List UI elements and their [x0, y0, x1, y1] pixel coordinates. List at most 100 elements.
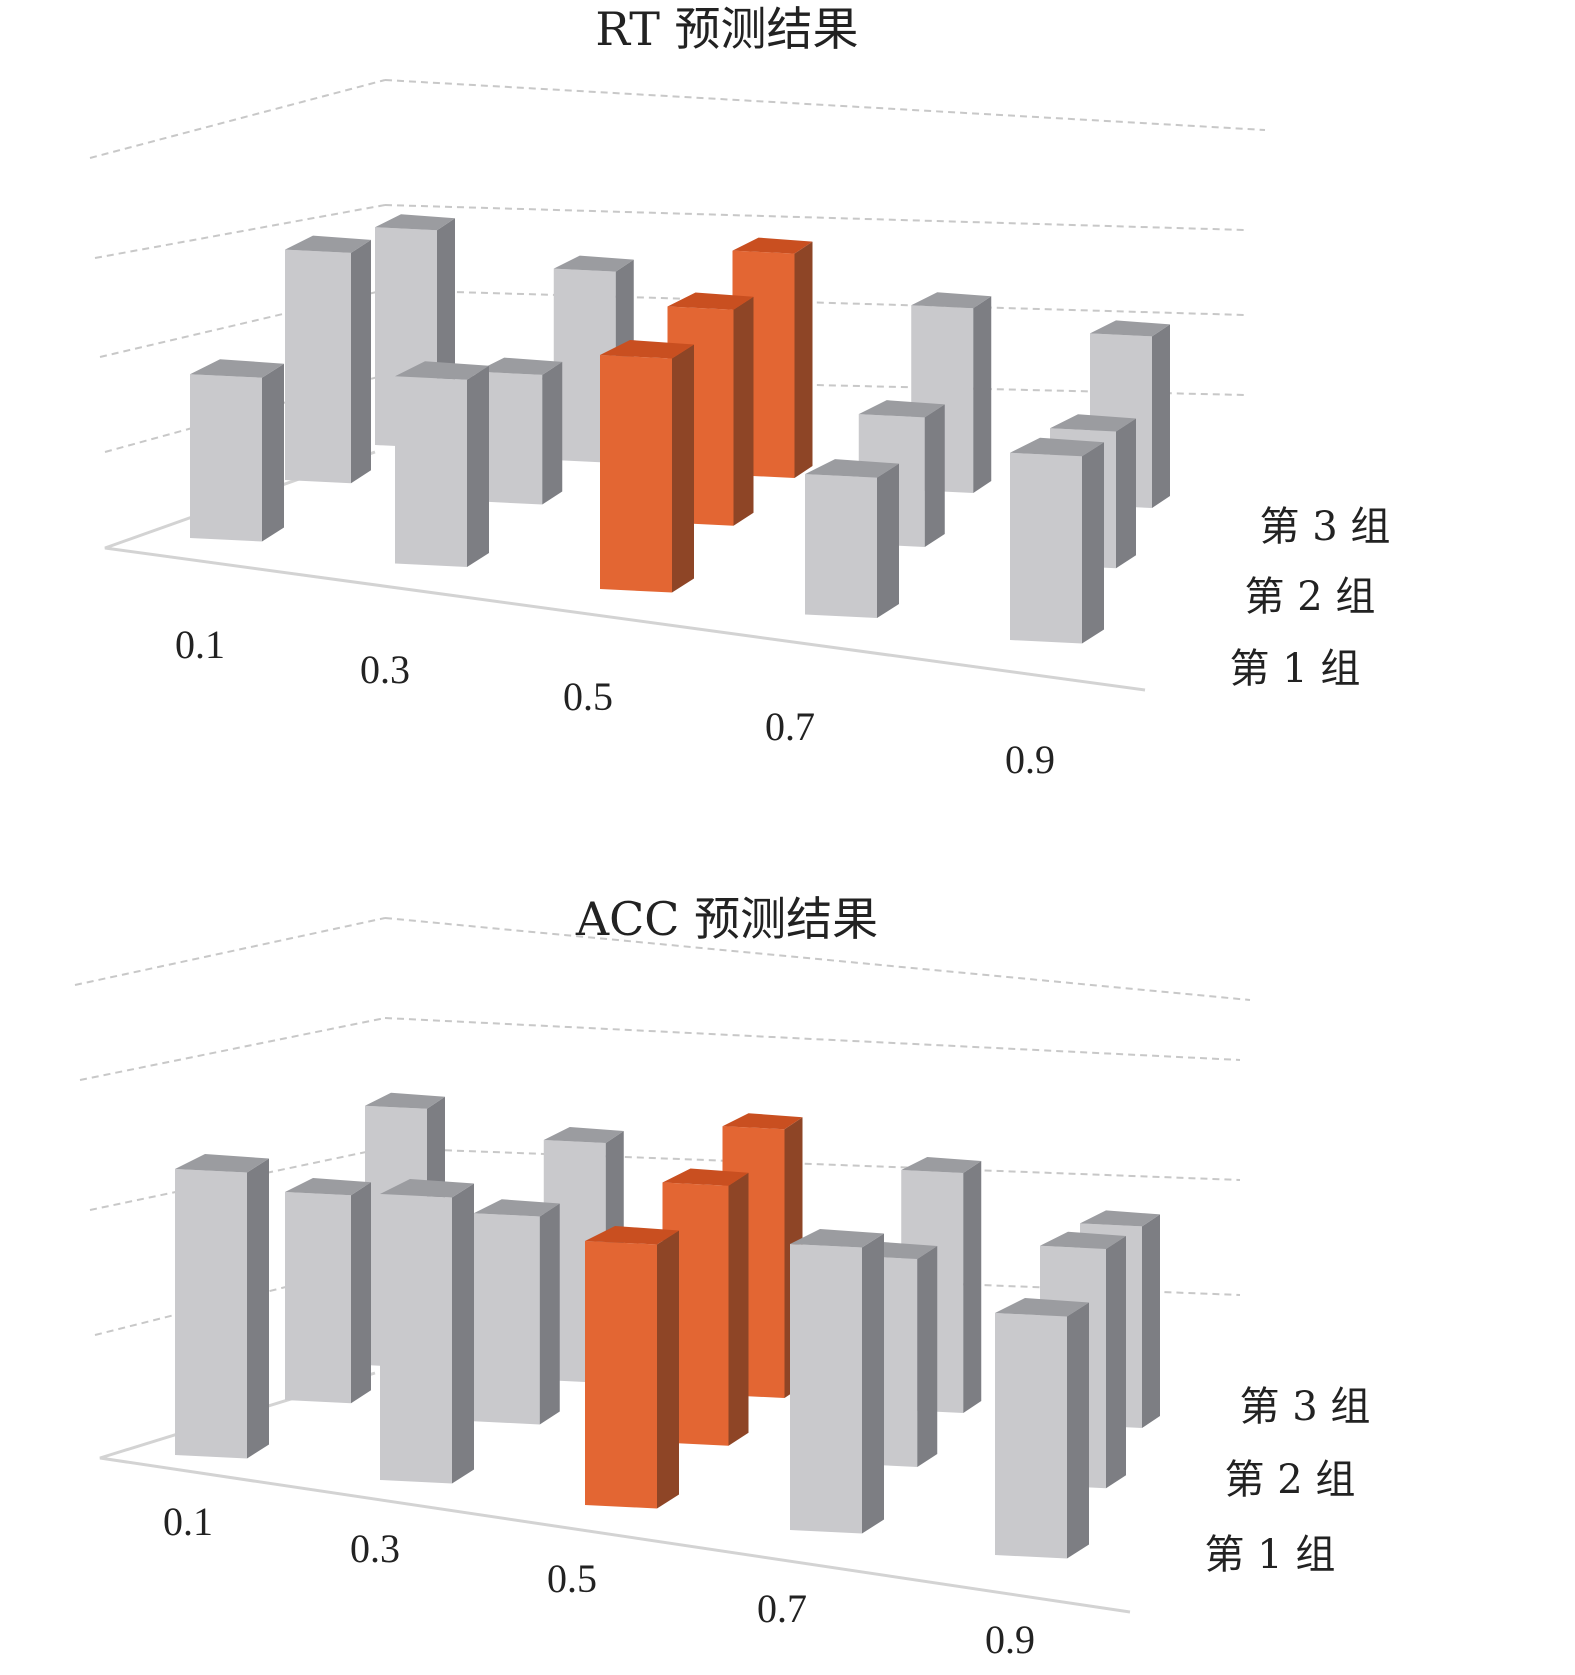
- floor-edge: [104, 450, 1146, 692]
- bar-top: [667, 292, 754, 310]
- bar-top: [190, 359, 284, 378]
- bar-top: [722, 1113, 803, 1130]
- bar-side: [973, 296, 992, 493]
- chart-1: RT 预测结果 0.1 0.3 0.5 0.7 0.9 第 1 组 第 2 组 第 3 组: [89, 2, 1391, 782]
- bar-front: [380, 1194, 452, 1484]
- bar-1-0.7: [805, 459, 899, 618]
- gridline-back: [384, 79, 1266, 131]
- bar-front: [476, 371, 543, 505]
- bar-top: [911, 292, 992, 309]
- x-tick-label: 0.3: [360, 647, 410, 692]
- bar-side: [1082, 442, 1104, 644]
- gridline-back: [384, 917, 1251, 1001]
- bar-top: [805, 459, 899, 478]
- bar-top: [790, 1229, 884, 1248]
- bar-top: [285, 1178, 371, 1196]
- bar-front: [473, 1213, 540, 1425]
- bar-side: [351, 1182, 371, 1404]
- x-tick-label: 0.7: [757, 1586, 807, 1631]
- gridline-left: [74, 917, 386, 986]
- x-tick-label: 0.3: [350, 1526, 400, 1571]
- bar-1-0.9: [1010, 437, 1104, 644]
- series-label: 第 2 组: [1245, 574, 1376, 620]
- bar-side: [733, 296, 754, 526]
- bar-front: [585, 1241, 657, 1509]
- bar-side: [917, 1246, 938, 1467]
- x-tick-label: 0.5: [547, 1556, 597, 1601]
- bar-side: [862, 1233, 884, 1534]
- bar-side: [351, 239, 371, 484]
- chart-title: ACC 预测结果: [575, 892, 878, 946]
- gridline-back: [384, 1017, 1241, 1061]
- x-tick-label: 0.9: [1005, 737, 1055, 782]
- bar-top: [1090, 320, 1170, 337]
- bar-top: [175, 1154, 269, 1173]
- bar-top: [473, 1199, 560, 1217]
- bar-1-0.5: [585, 1226, 679, 1509]
- bar-1-0.1: [175, 1154, 269, 1459]
- bar-top: [662, 1168, 749, 1186]
- bar-side: [452, 1183, 474, 1484]
- bar-1-0.1: [190, 359, 284, 542]
- x-tick-label: 0.1: [175, 622, 225, 667]
- bar-front: [790, 1244, 862, 1534]
- bar-front: [190, 374, 262, 542]
- bar-2-0.3: [476, 357, 563, 505]
- x-tick-label: 0.1: [163, 1499, 213, 1544]
- bar-top: [476, 357, 563, 375]
- bar-top: [995, 1298, 1089, 1317]
- bar-side: [672, 344, 694, 593]
- bar-side: [247, 1158, 269, 1459]
- bar-side: [877, 463, 899, 618]
- bar-top: [585, 1226, 679, 1245]
- series-label: 第 1 组: [1230, 646, 1361, 692]
- bar-top: [1050, 414, 1136, 432]
- bar-1-0.3: [380, 1179, 474, 1484]
- bar-front: [1010, 452, 1082, 644]
- bar-top: [380, 1179, 474, 1198]
- gridline-left: [94, 204, 386, 259]
- bar-side: [1142, 1214, 1160, 1428]
- bar-top: [1010, 437, 1104, 457]
- chart-title: RT 预测结果: [595, 2, 858, 56]
- bar-top: [732, 237, 813, 254]
- bar-front: [805, 474, 877, 618]
- bar-side: [1067, 1302, 1089, 1559]
- bar-side: [728, 1172, 749, 1446]
- bar-2-0.1: [285, 235, 371, 484]
- bar-side: [657, 1230, 679, 1509]
- x-tick-label: 0.9: [985, 1617, 1035, 1662]
- bar-1-0.5: [600, 340, 694, 593]
- bar-top: [1080, 1210, 1160, 1227]
- bar-side: [542, 361, 563, 505]
- bar-front: [995, 1313, 1067, 1559]
- chart-2: ACC 预测结果 0.1 0.3 0.5 0.7 0.9 第 1 组 第 2 组 第 3 组: [74, 892, 1371, 1662]
- gridline-left: [89, 79, 386, 159]
- bar-front: [395, 376, 467, 567]
- bar-front: [285, 1192, 351, 1404]
- series-label: 第 1 组: [1205, 1532, 1336, 1578]
- bar-side: [1106, 1236, 1126, 1489]
- bar-front: [600, 355, 672, 593]
- bar-1-0.9: [995, 1298, 1089, 1559]
- bar-top: [375, 214, 455, 231]
- bar-side: [1116, 418, 1136, 569]
- bar-top: [365, 1092, 445, 1109]
- bar-top: [901, 1157, 982, 1173]
- series-label: 第 2 组: [1225, 1457, 1356, 1503]
- bar-top: [1040, 1231, 1126, 1250]
- bar-3-0.3: [553, 255, 634, 463]
- bar-side: [794, 241, 813, 478]
- bar-1-0.7: [790, 1229, 884, 1534]
- bar-top: [858, 400, 945, 418]
- x-tick-label: 0.5: [563, 674, 613, 719]
- series-label: 第 3 组: [1260, 504, 1391, 550]
- bar-top: [395, 361, 489, 380]
- bar-1-0.3: [395, 361, 489, 567]
- bar-2-0.3: [473, 1199, 560, 1425]
- x-tick-label: 0.7: [765, 704, 815, 749]
- series-label: 第 3 组: [1240, 1384, 1371, 1430]
- bar-side: [963, 1161, 982, 1413]
